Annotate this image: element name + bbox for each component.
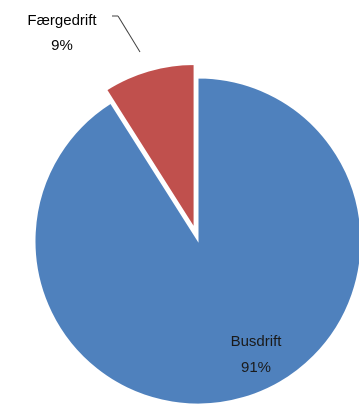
slice-value-faergedrift: 9% [51, 37, 73, 54]
pie-slice-f-rgedrift [106, 64, 195, 230]
faergedrift-leader-line [117, 15, 141, 53]
pie-slices [34, 64, 359, 405]
slice-label-busdrift: Busdrift [231, 333, 283, 350]
slice-value-busdrift: 91% [241, 359, 271, 376]
pie-slice-busdrift [34, 77, 359, 405]
slice-label-faergedrift: Færgedrift [27, 12, 97, 29]
